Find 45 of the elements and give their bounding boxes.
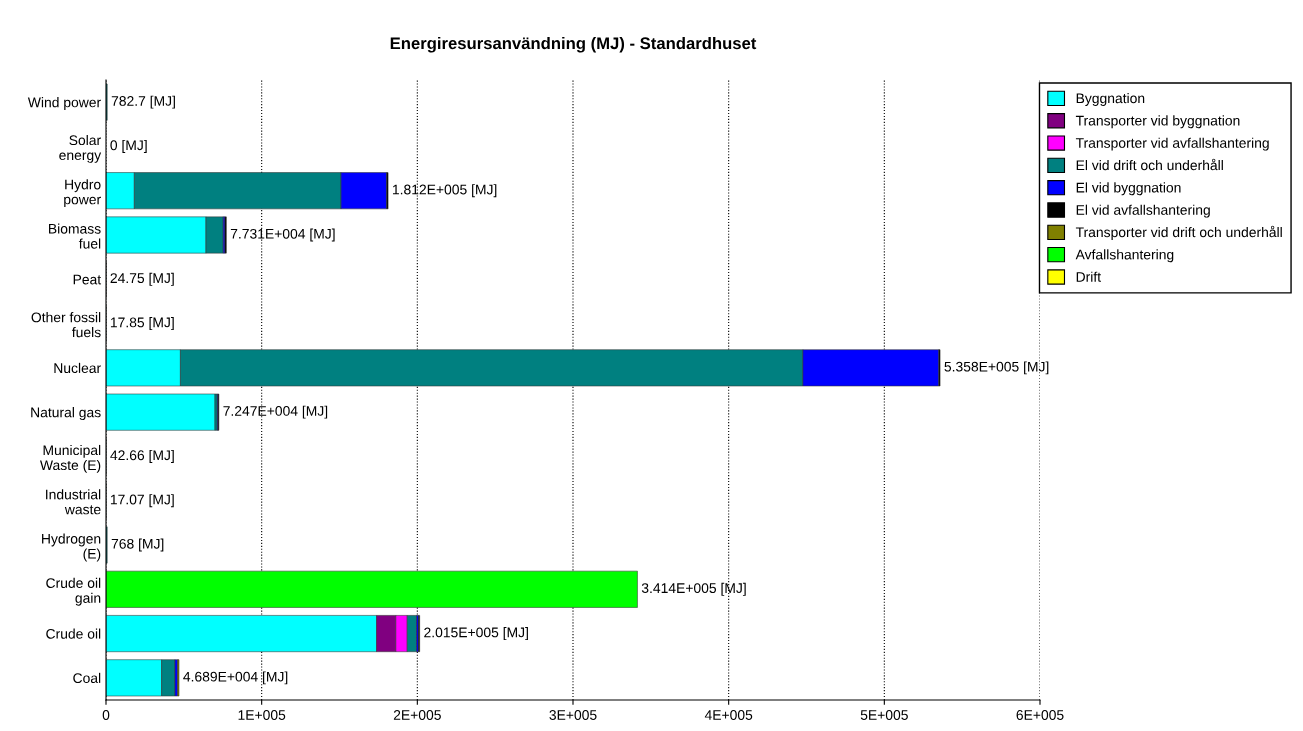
total-label: 5.358E+005 [MJ] — [944, 361, 1049, 375]
y-tick-label: Other fossil fuels — [31, 312, 101, 338]
total-label: 768 [MJ] — [111, 538, 164, 552]
y-tick-label: Natural gas — [31, 407, 101, 421]
legend-label: Transporter vid byggnation — [1075, 115, 1240, 129]
total-label: 42.66 [MJ] — [110, 449, 174, 463]
total-label: 3.414E+005 [MJ] — [641, 582, 746, 596]
total-label: 7.247E+004 [MJ] — [223, 405, 328, 419]
chart-title: Energiresursanvändning (MJ) - Standardhuset — [390, 36, 757, 53]
total-label: 1.812E+005 [MJ] — [392, 184, 497, 198]
legend-label: Transporter vid drift och underhåll — [1075, 225, 1282, 240]
total-label: 2.015E+005 [MJ] — [424, 627, 528, 641]
y-tick-label: Coal — [73, 672, 101, 684]
y-tick-label: Municipal Waste (E) — [39, 444, 101, 473]
total-label: 7.731E+004 [MJ] — [230, 228, 335, 242]
total-label: 17.85 [MJ] — [110, 317, 174, 331]
y-tick-label: Hydrogen (E) — [42, 533, 101, 562]
x-tick-label: 1E+005 — [238, 710, 286, 720]
y-tick-label: Solar energy — [59, 134, 102, 163]
y-tick-label: Peat — [73, 274, 102, 285]
legend-label: Drift — [1076, 271, 1101, 282]
y-tick-label: Industrial waste — [46, 489, 101, 515]
total-label: 17.07 [MJ] — [110, 494, 174, 508]
x-tick-label: 0 — [102, 710, 110, 720]
legend-label: Byggnation — [1076, 93, 1145, 106]
total-label: 0 [MJ] — [110, 139, 147, 153]
y-tick-label: Crude oil — [46, 628, 101, 639]
legend-label: El vid drift och underhåll — [1076, 158, 1223, 171]
x-tick-label: 2E+005 — [393, 710, 441, 720]
legend-label: Transporter vid avfallshantering — [1075, 137, 1269, 151]
y-tick-label: Crude oil gain — [46, 577, 101, 606]
total-label: 4.689E+004 [MJ] — [183, 671, 288, 685]
legend-label: El vid avfallshantering — [1076, 204, 1210, 218]
x-tick-label: 4E+005 — [704, 710, 753, 720]
total-label: 782.7 [MJ] — [111, 95, 175, 109]
y-tick-label: Biomass fuel — [49, 223, 101, 249]
y-tick-label: Hydro power — [64, 179, 101, 208]
legend-label: El vid byggnation — [1076, 182, 1181, 196]
x-tick-label: 5E+005 — [860, 710, 908, 720]
x-tick-label: 3E+005 — [549, 710, 597, 720]
y-tick-label: Nuclear — [54, 362, 101, 374]
legend-label: Avfallshantering — [1075, 249, 1174, 263]
y-tick-label: Wind power — [27, 97, 101, 111]
total-label: 24.75 [MJ] — [110, 272, 174, 286]
x-tick-label: 6E+005 — [1016, 710, 1064, 720]
